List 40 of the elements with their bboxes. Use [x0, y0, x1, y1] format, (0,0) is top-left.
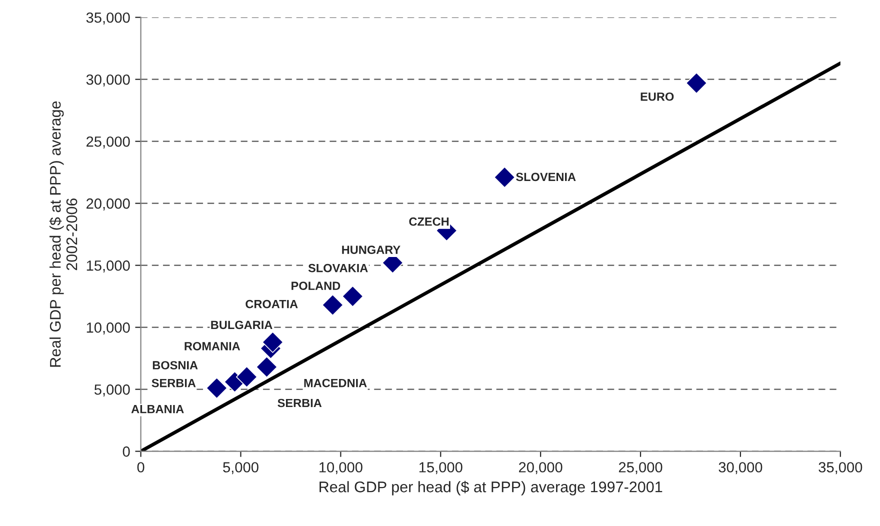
y-tick-label: 30,000: [86, 74, 130, 86]
y-tick-label: 0: [122, 446, 130, 457]
point: [256, 356, 278, 378]
annotation: HUNGARY: [342, 246, 400, 254]
annotation: MACEDNIA: [304, 378, 367, 388]
annotation: ALBANIA: [131, 405, 184, 414]
point: [322, 294, 344, 316]
y-axis-title: Real GDP per head ($ at PPP) average 2002-2006: [49, 101, 78, 367]
annotation: CROATIA: [246, 300, 298, 308]
y-tick-label: 35,000: [86, 12, 130, 25]
y-tick-label: 20,000: [86, 198, 130, 210]
annotation: ROMANIA: [184, 342, 240, 350]
annotation: SLOVAKIA: [308, 264, 368, 272]
x-tick-label: 0: [137, 462, 144, 472]
x-tick-label: 10,000: [320, 462, 362, 474]
x-tick-label: 30,000: [718, 462, 762, 474]
y-tick-label: 10,000: [86, 322, 130, 334]
y-tick-label: 25,000: [86, 136, 130, 148]
x-tick-label: 25,000: [618, 462, 662, 474]
annotation: BOSNIA: [152, 361, 198, 370]
y-tick-label: 5,000: [94, 384, 130, 396]
annotation: SLOVENIA: [516, 172, 576, 182]
x-tick-label: 5,000: [223, 462, 258, 474]
point: [236, 366, 258, 388]
annotation: POLAND: [292, 282, 340, 290]
annotation: EURO: [640, 92, 674, 101]
point: [342, 286, 364, 308]
point: [206, 377, 228, 399]
annotation: SERBIA: [152, 378, 196, 388]
annotation: CZECH: [409, 217, 449, 226]
point: [262, 331, 284, 353]
annotation: SERBIA: [278, 398, 322, 408]
point: [494, 166, 516, 188]
point: [686, 72, 708, 94]
y-tick-label: 15,000: [86, 260, 130, 272]
x-tick-label: 20,000: [519, 462, 562, 474]
x-tick-label: 15,000: [419, 462, 462, 474]
x-tick-label: 35,000: [818, 462, 862, 474]
annotation: BULGARIA: [211, 320, 272, 330]
x-axis-title: Real GDP per head ($ at PPP) average 1997-2001: [320, 480, 662, 496]
